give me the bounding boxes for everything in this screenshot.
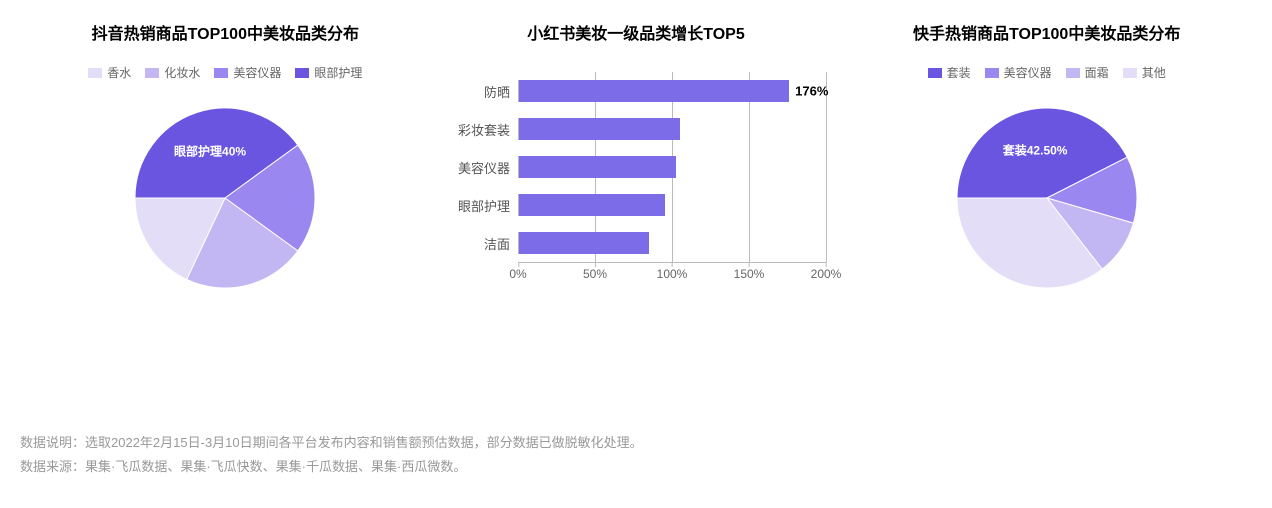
bar-track (518, 156, 826, 178)
bar-tick-label: 150% (734, 263, 765, 281)
panel1-legend: 香水 化妆水 美容仪器 眼部护理 (88, 64, 362, 81)
legend-item: 美容仪器 (985, 64, 1052, 81)
panel3-pie: 套装42.50% (952, 103, 1142, 293)
bar-track (518, 118, 826, 140)
panel-xhs-bar: 小红书美妆一级品类增长TOP5 防晒 176% 彩妆套装美容仪器眼部护理洁面 0% 50… (441, 20, 832, 293)
footer-notes: 数据说明：选取2022年2月15日-3月10日期间各平台发布内容和销售额预估数据… (20, 431, 1252, 480)
bar-category-label: 洁面 (446, 234, 518, 253)
bar-track (518, 194, 826, 216)
bar-row: 美容仪器 (446, 148, 826, 186)
bar-fill (519, 232, 649, 254)
legend-label: 香水 (107, 64, 131, 81)
legend-swatch (145, 68, 159, 78)
legend-label: 化妆水 (164, 64, 200, 81)
pie-highlight-label: 套装42.50% (1003, 141, 1068, 158)
bar-category-label: 眼部护理 (446, 196, 518, 215)
panel3-title: 快手热销商品TOP100中美妆品类分布 (913, 20, 1180, 44)
bar-row: 眼部护理 (446, 186, 826, 224)
bar-fill (519, 156, 676, 178)
bar-track (518, 232, 826, 254)
bar-tick-label: 0% (509, 263, 526, 281)
legend-item: 眼部护理 (295, 64, 362, 81)
legend-item: 香水 (88, 64, 131, 81)
bar-row: 洁面 (446, 224, 826, 262)
bar-category-label: 彩妆套装 (446, 120, 518, 139)
legend-swatch (88, 68, 102, 78)
bar-value-label: 176% (795, 84, 828, 99)
bar-category-label: 美容仪器 (446, 158, 518, 177)
legend-label: 眼部护理 (314, 64, 362, 81)
panel3-legend: 套装 美容仪器 面霜 其他 (928, 64, 1166, 81)
bar-row: 防晒 176% (446, 72, 826, 110)
bar-tick-label: 100% (657, 263, 688, 281)
legend-label: 面霜 (1085, 64, 1109, 81)
legend-item: 化妆水 (145, 64, 200, 81)
bar-tick-label: 200% (811, 263, 842, 281)
bar-tick-label: 50% (583, 263, 607, 281)
bar-category-label: 防晒 (446, 82, 518, 101)
panel-kuaishou-pie: 快手热销商品TOP100中美妆品类分布 套装 美容仪器 面霜 其他 套装42.50% (851, 20, 1242, 293)
legend-label: 其他 (1142, 64, 1166, 81)
chart-panels: 抖音热销商品TOP100中美妆品类分布 香水化妆水美容仪器眼部护理 眼部护理40… (0, 0, 1272, 293)
legend-swatch (928, 68, 942, 78)
bar-fill (519, 194, 665, 216)
panel1-pie: 眼部护理40% (130, 103, 320, 293)
legend-item: 美容仪器 (214, 64, 281, 81)
bar-track: 176% (518, 80, 826, 102)
legend-swatch (214, 68, 228, 78)
panel1-title: 抖音热销商品TOP100中美妆品类分布 (92, 20, 359, 44)
legend-label: 美容仪器 (233, 64, 281, 81)
legend-item: 套装 (928, 64, 971, 81)
panel-douyin-pie: 抖音热销商品TOP100中美妆品类分布 香水 化妆水 美容仪器 眼部护理 眼部护理40… (30, 20, 421, 293)
panel2-bar-chart: 防晒176%彩妆套装美容仪器眼部护理洁面0%50%100%150%200% (446, 72, 826, 286)
bar-fill (519, 118, 680, 140)
legend-item: 其他 (1123, 64, 1166, 81)
legend-item: 面霜 (1066, 64, 1109, 81)
panel2-title: 小红书美妆一级品类增长TOP5 (527, 20, 745, 44)
footer-line1: 数据说明：选取2022年2月15日-3月10日期间各平台发布内容和销售额预估数据… (20, 431, 1252, 456)
legend-swatch (295, 68, 309, 78)
footer-line2: 数据来源：果集·飞瓜数据、果集·飞瓜快数、果集·千瓜数据、果集·西瓜微数。 (20, 455, 1252, 480)
pie-highlight-label: 眼部护理40% (174, 142, 246, 159)
legend-swatch (1066, 68, 1080, 78)
legend-swatch (985, 68, 999, 78)
legend-swatch (1123, 68, 1137, 78)
legend-label: 美容仪器 (1004, 64, 1052, 81)
bar-x-axis: 0%50%100%150%200% (518, 262, 826, 286)
legend-label: 套装 (947, 64, 971, 81)
bar-row: 彩妆套装 (446, 110, 826, 148)
bar-fill (519, 80, 789, 102)
